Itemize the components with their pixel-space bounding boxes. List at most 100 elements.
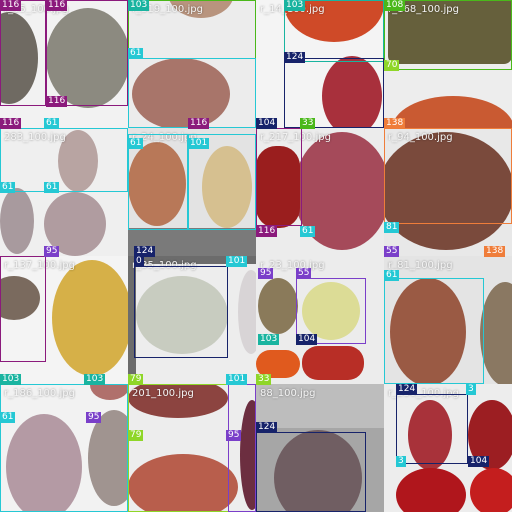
box-label: 3 [396, 456, 406, 467]
image-filename: r_94_100.jpg [388, 132, 453, 143]
box-label: 70 [384, 60, 400, 71]
box-label: 108 [384, 0, 406, 11]
fruit-shape [480, 282, 512, 384]
bounding-box[interactable] [284, 58, 384, 128]
bounding-box[interactable] [128, 134, 188, 230]
image-tile[interactable]: r_137_100.jpg [0, 256, 128, 384]
fruit-shape [90, 384, 128, 400]
image-filename: 88_100.jpg [260, 388, 316, 399]
image-filename: r_250_100.jpg [388, 388, 459, 399]
image-tile[interactable]: r_250_100.jpg [384, 384, 512, 512]
image-filename: r_217_100.jpg [260, 132, 331, 143]
box-label: 116 [0, 0, 22, 11]
box-label: 61 [44, 182, 60, 193]
bounding-box[interactable] [384, 128, 512, 224]
image-tile[interactable]: r_24_100.jpg [128, 128, 256, 256]
box-label: 116 [46, 0, 68, 11]
box-label: 61 [128, 48, 144, 59]
box-label: 101 [226, 256, 248, 267]
box-label: 81 [384, 222, 400, 233]
box-label: 101 [188, 138, 210, 149]
fruit-shape [396, 468, 466, 512]
box-label: 103 [258, 334, 280, 345]
bounding-box[interactable] [0, 0, 46, 106]
box-label: 0 [134, 256, 144, 267]
fruit-shape [388, 0, 512, 64]
image-filename: 201_100.jpg [132, 388, 194, 399]
fruit-shape [128, 384, 228, 418]
image-tile[interactable]: 88_100.jpg [256, 384, 384, 512]
image-filename: r_35_100.jpg [132, 260, 197, 271]
box-label: 95 [86, 412, 102, 423]
bounding-box[interactable] [0, 384, 128, 512]
fruit-shape [132, 58, 230, 128]
fruit-shape [392, 96, 512, 128]
fruit-shape [6, 414, 82, 512]
box-label: 95 [44, 246, 60, 257]
box-label: 61 [128, 138, 144, 149]
box-label: 79 [128, 430, 144, 441]
fruit-shape [52, 260, 128, 376]
box-label: 95 [258, 268, 274, 279]
fruit-shape [258, 278, 298, 334]
fruit-shape [46, 8, 128, 108]
image-tile[interactable]: r_35_100.jpg [128, 256, 256, 384]
fruit-shape [128, 142, 186, 226]
box-label: 61 [384, 270, 400, 281]
box-label: 116 [46, 96, 68, 107]
bounding-box[interactable] [228, 384, 256, 512]
image-filename: r_186_100.jpg [4, 388, 75, 399]
image-filename: r_15_100.jpg [4, 4, 69, 15]
box-label: 104 [256, 118, 278, 129]
image-filename: r_168_100.jpg [388, 4, 459, 15]
fruit-shape [408, 400, 452, 470]
box-label: 61 [44, 118, 60, 129]
bounding-box[interactable] [396, 394, 468, 464]
bounding-box[interactable] [134, 266, 228, 358]
box-label: 116 [188, 118, 210, 129]
box-label: 124 [134, 246, 156, 257]
box-label: 138 [384, 118, 406, 129]
image-tile[interactable]: r_94_100.jpg [384, 128, 512, 256]
box-label: 116 [0, 118, 22, 129]
image-tile[interactable]: r_81_100.jpg [384, 256, 512, 384]
image-tile[interactable]: r_23_100.jpg [256, 256, 384, 384]
box-label: 103 [128, 0, 150, 11]
bounding-box[interactable] [46, 0, 128, 106]
bounding-box[interactable] [0, 256, 46, 362]
bounding-box[interactable] [296, 278, 366, 344]
box-label: 103 [284, 0, 306, 11]
box-label: 3 [466, 384, 476, 395]
fruit-shape [274, 430, 362, 512]
fruit-shape [384, 132, 512, 250]
fruit-shape [470, 468, 512, 512]
bounding-box[interactable] [0, 128, 128, 192]
fruit-shape [302, 346, 364, 380]
box-label: 95 [226, 430, 242, 441]
image-filename: r_319_100.jpg [132, 4, 203, 15]
fruit-shape [44, 192, 106, 256]
box-label: 103 [84, 374, 106, 385]
image-tile[interactable]: 283_100.jpg [0, 128, 128, 256]
bounding-box[interactable] [188, 134, 256, 230]
bounding-box[interactable] [384, 278, 484, 384]
tile-panel [256, 384, 384, 428]
image-tile[interactable]: r_217_100.jpg [256, 128, 384, 256]
image-tile[interactable]: r_319_100.jpg [128, 0, 256, 128]
image-tile[interactable]: 201_100.jpg [128, 384, 256, 512]
box-label: 138 [484, 246, 506, 257]
box-label: 61 [300, 226, 316, 237]
image-filename: r_137_100.jpg [4, 260, 75, 271]
bounding-box[interactable] [284, 0, 384, 62]
box-label: 33 [300, 118, 316, 129]
bounding-box[interactable] [256, 128, 302, 226]
bounding-box[interactable] [256, 432, 366, 512]
fruit-shape [0, 276, 40, 320]
box-label: 33 [256, 374, 272, 385]
box-label: 124 [396, 384, 418, 395]
image-tile[interactable]: r_168_100.jpg [384, 0, 512, 128]
image-tile[interactable]: r_186_100.jpg [0, 384, 128, 512]
box-label: 104 [468, 456, 490, 467]
box-label: 124 [256, 422, 278, 433]
box-label: 101 [226, 374, 248, 385]
